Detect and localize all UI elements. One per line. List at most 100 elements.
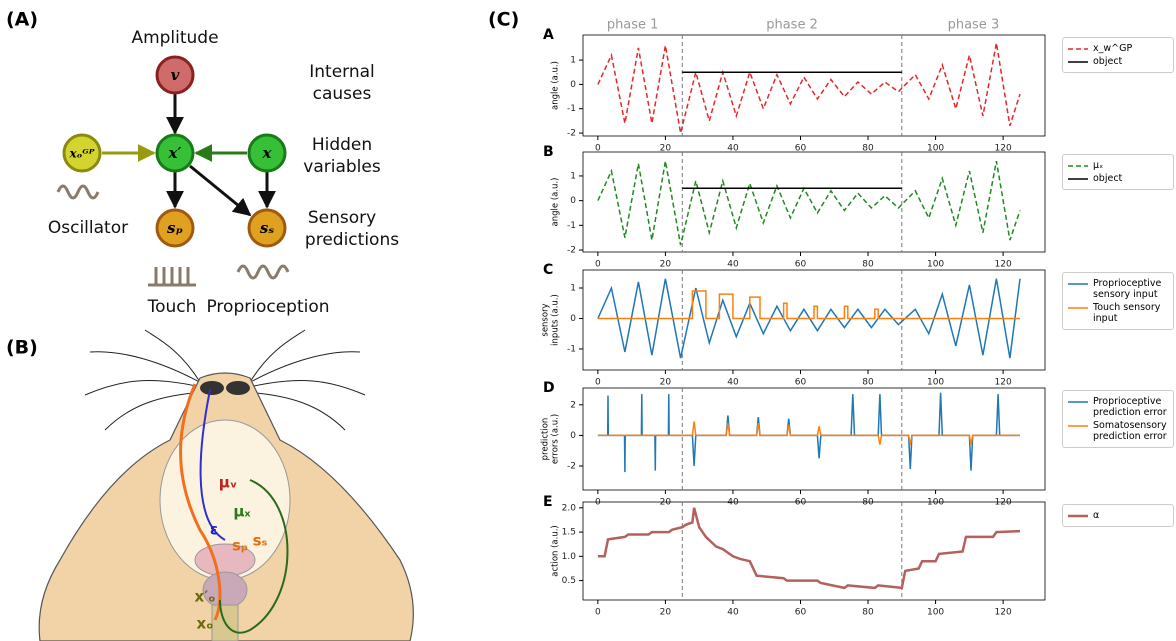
legend-label: x_w^GP (1093, 43, 1133, 54)
legend-swatch (1068, 283, 1088, 285)
y-tick-label: -2 (567, 246, 576, 256)
node-label: sₛ (260, 219, 274, 237)
legend-label: α (1093, 510, 1100, 521)
series-line (597, 42, 1021, 134)
legend-label: Proprioceptive prediction error (1093, 396, 1167, 418)
node (247, 133, 287, 173)
diagram-text: predictions (305, 230, 399, 250)
y-tick-label: 2 (570, 400, 576, 410)
panel-letter: D (543, 380, 555, 396)
legend-label: μₓ (1093, 160, 1104, 171)
x-tick-label: 20 (660, 260, 672, 270)
series-line (597, 507, 1021, 590)
x-tick-label: 120 (995, 608, 1012, 618)
y-axis-label: angle (a.u.) (551, 61, 561, 110)
wave-icon (56, 184, 100, 200)
y-axis-label: sensory (541, 303, 551, 336)
legend-label: Somatosensory prediction error (1093, 420, 1167, 442)
x-tick-label: 60 (795, 378, 807, 388)
legend-entry: μₓ (1067, 160, 1169, 171)
series-line (597, 290, 1020, 320)
x-tick-label: 0 (595, 260, 601, 270)
series-line (597, 278, 1021, 359)
node (62, 133, 102, 173)
y-axis-label: angle (a.u.) (551, 178, 561, 227)
x-tick-label: 20 (660, 498, 672, 508)
legend-swatch (1068, 425, 1088, 427)
x-tick-label: 120 (995, 498, 1012, 508)
legend-entry: Proprioceptive prediction error (1067, 396, 1169, 418)
legend-entry: object (1067, 173, 1169, 184)
x-tick-label: 60 (795, 608, 807, 618)
y-tick-label: 0 (570, 196, 576, 206)
plot-frame (582, 501, 1046, 601)
phase-label: phase 1 (607, 18, 659, 33)
node (155, 208, 195, 248)
series-line (597, 421, 1020, 445)
legend-label: Touch sensory input (1093, 302, 1161, 324)
diagram-text: Proprioception (206, 297, 329, 317)
legend-swatch (1068, 514, 1088, 518)
node-label: x (262, 144, 273, 162)
y-tick-label: -1 (567, 221, 576, 231)
rat-illustration: μᵥ μₓ ε sₚ sₛ x′ₒ xₒ (38, 329, 414, 641)
x-tick-label: 20 (660, 378, 672, 388)
phase-label: phase 2 (766, 18, 818, 33)
rat-label: sₛ (253, 532, 268, 550)
plot-frame (582, 269, 1046, 371)
panel-label: (C) (488, 9, 519, 31)
y-axis-label: inputs (a.u.) (551, 294, 561, 346)
legend-label: object (1093, 173, 1123, 184)
y-tick-label: 2.0 (562, 503, 577, 513)
y-tick-label: 0 (570, 80, 576, 90)
panel-labels: (A) (B) (C) (6, 9, 519, 359)
pulse-icon (148, 267, 196, 287)
legend-swatch (1068, 307, 1088, 309)
x-tick-label: 40 (727, 260, 739, 270)
x-tick-label: 80 (862, 498, 874, 508)
phase-label: phase 3 (948, 18, 1000, 33)
rat-label: xₒ (197, 615, 214, 633)
x-tick-label: 0 (595, 608, 601, 618)
diagram-text: Internal (309, 62, 375, 82)
diagram: v x′ x xₒᴳᴾ sₚ sₛ Amplitude Internal cau… (48, 28, 399, 317)
plot-frame (582, 387, 1046, 491)
x-tick-label: 40 (727, 498, 739, 508)
x-tick-label: 80 (862, 260, 874, 270)
rat-label: μᵥ (219, 474, 238, 492)
x-tick-label: 20 (660, 144, 672, 154)
x-tick-label: 100 (927, 378, 944, 388)
diagram-text: causes (313, 84, 372, 104)
x-tick-label: 60 (795, 144, 807, 154)
x-tick-label: 120 (995, 378, 1012, 388)
panel-letter: C (543, 262, 553, 278)
diagram-text: variables (303, 157, 381, 177)
x-tick-label: 100 (927, 144, 944, 154)
y-tick-label: -2 (567, 461, 576, 471)
rat-label: μₓ (233, 503, 251, 521)
x-tick-label: 0 (595, 498, 601, 508)
y-axis-label: errors (a.u.) (551, 414, 561, 464)
diagram-text: Sensory (308, 208, 376, 228)
legend: Proprioceptive prediction error Somatosen… (1062, 390, 1174, 448)
x-tick-label: 40 (727, 378, 739, 388)
node-label: xₒᴳᴾ (69, 147, 95, 161)
x-tick-label: 120 (995, 260, 1012, 270)
legend-swatch (1068, 61, 1088, 63)
legend-entry: Touch sensory input (1067, 302, 1169, 324)
legend: x_w^GP object (1062, 37, 1174, 73)
x-tick-label: 100 (927, 498, 944, 508)
x-tick-label: 100 (927, 260, 944, 270)
legend: α (1062, 504, 1174, 527)
y-tick-label: 0 (570, 431, 576, 441)
x-tick-label: 60 (795, 260, 807, 270)
y-tick-label: 1 (570, 171, 576, 181)
legend-entry: x_w^GP (1067, 43, 1169, 54)
x-tick-label: 120 (995, 144, 1012, 154)
x-tick-label: 60 (795, 498, 807, 508)
node (247, 208, 287, 248)
node-label: v (171, 66, 180, 84)
rat-label: ε (210, 521, 218, 539)
